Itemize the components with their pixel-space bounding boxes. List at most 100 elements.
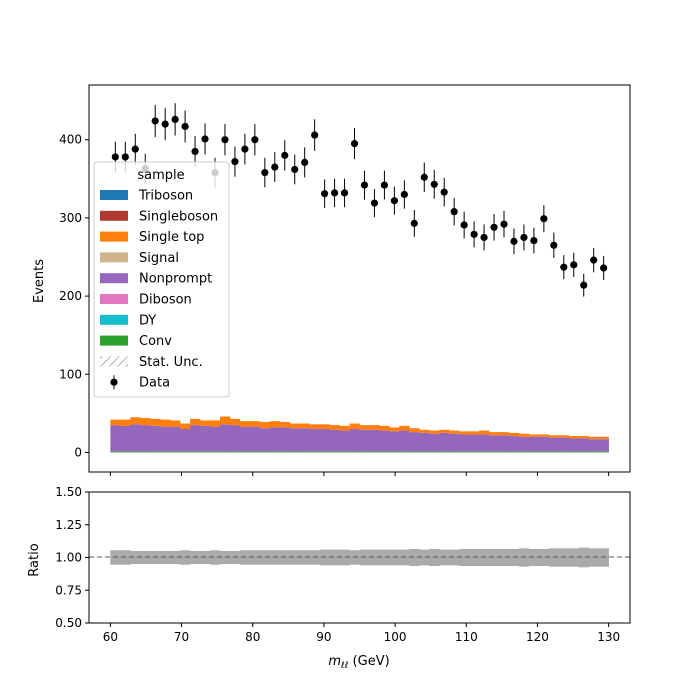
stack-bar-nonprompt bbox=[229, 425, 241, 452]
data-point bbox=[261, 168, 269, 177]
data-point bbox=[510, 237, 518, 245]
stack-bar-nonprompt bbox=[568, 438, 580, 452]
y-tick-label-bottom: 0.50 bbox=[55, 616, 82, 630]
y-axis-ticks-bottom: 0.50 0.75 1.00 1.25 1.50 bbox=[55, 485, 89, 630]
stack-bar-conv bbox=[409, 451, 420, 453]
stack-bar-conv bbox=[459, 451, 470, 453]
stack-bar-single-top bbox=[419, 429, 430, 433]
data-point bbox=[121, 153, 129, 161]
stack-bar-single-top bbox=[190, 418, 201, 426]
data-point bbox=[420, 173, 428, 181]
stack-bar-single-top bbox=[170, 420, 181, 427]
y-axis-label-top: Events bbox=[32, 259, 47, 303]
stack-bar-nonprompt bbox=[150, 425, 161, 452]
data-point bbox=[480, 233, 488, 242]
data-point bbox=[390, 197, 398, 205]
stack-bar-conv bbox=[588, 451, 599, 453]
stack-bar-nonprompt bbox=[200, 425, 211, 452]
y-axis-label-bottom: Ratio bbox=[27, 543, 42, 576]
stack-bar-single-top bbox=[479, 430, 490, 435]
stack-bar-nonprompt bbox=[548, 437, 560, 452]
stack-bar-conv bbox=[389, 451, 400, 453]
stack-bar-nonprompt bbox=[598, 439, 609, 452]
stack-bar-single-top bbox=[389, 427, 400, 432]
stack-bar-single-top bbox=[239, 421, 251, 427]
stack-bar-single-top bbox=[289, 423, 301, 429]
data-point bbox=[201, 135, 209, 143]
data-point bbox=[530, 236, 538, 245]
ratio-unc-bar bbox=[409, 548, 420, 567]
legend-label-dy: DY bbox=[139, 313, 156, 328]
stack-bar-conv bbox=[528, 451, 540, 453]
x-tick-label: 110 bbox=[455, 630, 478, 644]
x-axis-label-main: m bbox=[328, 654, 341, 669]
stack-bar-nonprompt bbox=[160, 426, 171, 452]
stack-bar-nonprompt bbox=[239, 426, 251, 452]
data-point bbox=[570, 261, 578, 269]
stack-bar-single-top bbox=[309, 424, 320, 429]
stack-bar-conv bbox=[150, 451, 161, 453]
stack-bar-single-top bbox=[518, 433, 530, 437]
stack-bar-nonprompt bbox=[210, 426, 221, 452]
data-point bbox=[231, 158, 239, 166]
stack-bar-single-top bbox=[469, 431, 480, 435]
stack-bar-single-top bbox=[489, 432, 500, 436]
ratio-unc-bar bbox=[339, 549, 350, 566]
stack-bar-conv bbox=[419, 451, 430, 453]
ratio-unc-bar bbox=[329, 549, 340, 566]
stack-bar-conv bbox=[309, 451, 320, 453]
ratio-unc-bar bbox=[419, 549, 430, 566]
stack-bar-nonprompt bbox=[499, 435, 510, 452]
stack-bar-single-top bbox=[369, 425, 380, 430]
ratio-unc-bar bbox=[249, 550, 261, 565]
data-point bbox=[191, 147, 199, 156]
stack-bar-conv bbox=[379, 451, 390, 453]
stack-bar-single-top bbox=[229, 418, 241, 426]
y-tick-label-top: 200 bbox=[59, 289, 82, 303]
stack-bar-nonprompt bbox=[190, 425, 201, 452]
legend-label-signal: Signal bbox=[139, 251, 179, 266]
legend-swatch-stat-unc bbox=[100, 356, 128, 367]
stack-bar-nonprompt bbox=[399, 430, 410, 452]
stack-bar-conv bbox=[489, 451, 500, 453]
data-point bbox=[380, 181, 389, 189]
stack-bar-conv bbox=[289, 451, 301, 453]
stack-bar-conv bbox=[180, 451, 191, 453]
ratio-unc-bar bbox=[299, 550, 310, 565]
stack-bar-nonprompt bbox=[249, 426, 261, 452]
legend-label-single-top: Single top bbox=[139, 230, 204, 245]
legend-swatch-conv bbox=[100, 335, 128, 346]
stack-bar-conv bbox=[319, 451, 330, 453]
data-point bbox=[241, 145, 249, 153]
y-tick-label-bottom: 1.50 bbox=[55, 485, 82, 499]
stack-bar-conv bbox=[479, 451, 490, 453]
stack-bar-conv bbox=[449, 451, 460, 453]
x-tick-label: 130 bbox=[597, 630, 620, 644]
data-points bbox=[111, 103, 608, 297]
ratio-panel-frame bbox=[88, 491, 631, 624]
stack-bar-single-top bbox=[120, 419, 131, 426]
x-tick-label: 90 bbox=[316, 630, 331, 644]
stack-bar-single-top bbox=[299, 423, 310, 429]
stack-bar-nonprompt bbox=[369, 429, 380, 452]
stack-bar-conv bbox=[349, 451, 360, 453]
stack-bar-nonprompt bbox=[259, 428, 271, 452]
x-tick-label: 80 bbox=[245, 630, 260, 644]
stack-bar-conv bbox=[469, 451, 480, 453]
stack-bar-nonprompt bbox=[379, 430, 390, 452]
data-point bbox=[440, 188, 448, 196]
stack-bar-nonprompt bbox=[508, 436, 520, 452]
stack-bar-conv bbox=[369, 451, 380, 453]
ratio-unc-bar bbox=[379, 549, 390, 566]
stack-bar-nonprompt bbox=[528, 436, 540, 452]
legend-swatch-triboson bbox=[100, 190, 128, 200]
stack-bar-conv bbox=[518, 451, 530, 453]
ratio-unc-bar bbox=[259, 550, 271, 565]
stack-bar-conv bbox=[578, 451, 590, 453]
legend-label-nonprompt: Nonprompt bbox=[139, 272, 212, 287]
data-point bbox=[540, 215, 548, 223]
stack-bar-conv bbox=[329, 451, 340, 453]
stack-bar-conv bbox=[110, 451, 121, 453]
stack-bar-nonprompt bbox=[439, 432, 450, 452]
